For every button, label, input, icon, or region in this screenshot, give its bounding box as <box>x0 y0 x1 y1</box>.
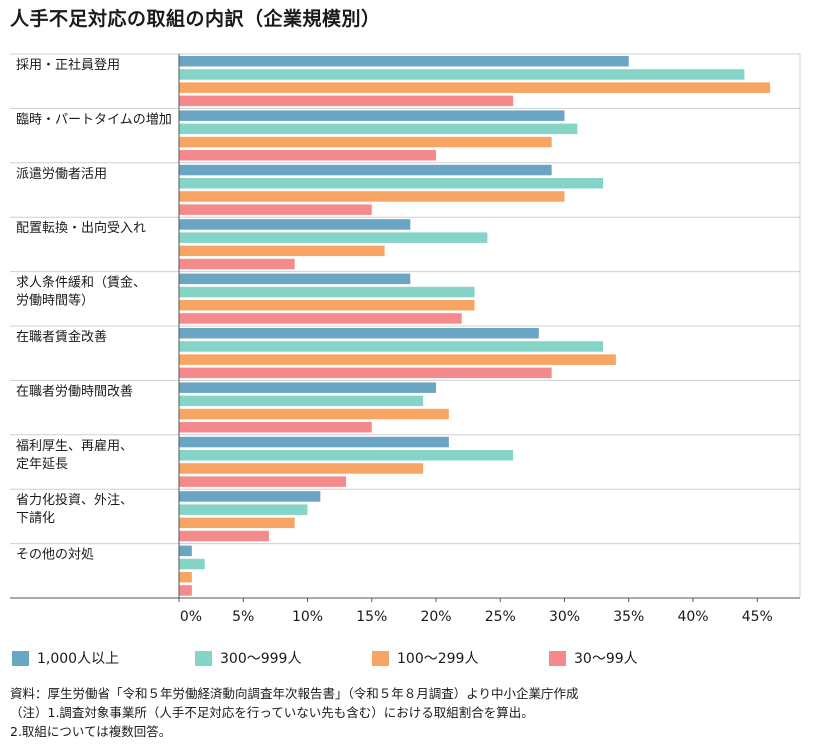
legend-swatch-30-99 <box>549 650 566 666</box>
bar-s2-c6 <box>179 341 604 352</box>
x-tick-layer: 0% 5% 10% 15% 20% 25% 30% 35% 40% 45% <box>178 598 773 625</box>
category-label: 採用・正社員登用 <box>16 57 120 73</box>
legend-item-30-99: 30～99人 <box>549 648 638 668</box>
category-label-line: 在職者賃金改善 <box>16 329 107 345</box>
bar-s3-c1 <box>179 82 771 93</box>
category-label-line: 福利厚生、再雇用、 <box>16 438 133 454</box>
legend-label-100-299: 100～299人 <box>397 651 479 667</box>
bar-s3-c2 <box>179 136 552 148</box>
category-label-line: 採用・正社員登用 <box>16 57 120 73</box>
legend: 1,000人以上 300～999人 100～299人 30～99人 <box>12 648 812 670</box>
bar-s1-c8 <box>179 436 449 448</box>
bar-s3-c9 <box>179 517 295 529</box>
bar-s4-c5 <box>179 313 462 324</box>
bar-s4-c8 <box>179 476 347 487</box>
bar-s3-c3 <box>179 191 565 202</box>
bar-s2-c8 <box>179 450 514 461</box>
bar-s1-c4 <box>179 219 411 230</box>
bar-s1-c2 <box>179 110 565 121</box>
x-tick-label: 15% <box>356 609 387 625</box>
bar-s4-c2 <box>179 150 436 161</box>
bar-s2-c10 <box>179 558 205 570</box>
bar-s4-c10 <box>179 585 192 596</box>
bar-chart: 採用・正社員登用臨時・パートタイムの増加派遣労働者活用配置転換・出向受入れ求人条… <box>10 53 801 625</box>
bar-s3-c6 <box>179 354 616 365</box>
legend-swatch-1000-plus <box>12 650 29 666</box>
note-line-2: 2.取組については複数回答。 <box>10 724 172 739</box>
bar-s3-c8 <box>179 463 424 474</box>
bar-s1-c1 <box>179 56 629 67</box>
bar-s4-c7 <box>179 422 372 433</box>
bar-s4-c9 <box>179 530 269 542</box>
axis-layer <box>10 54 800 599</box>
bar-s3-c10 <box>179 572 192 583</box>
x-tick-label: 35% <box>613 609 644 625</box>
x-tick-label: 25% <box>485 609 516 625</box>
bar-s3-c5 <box>179 300 475 311</box>
chart-title: 人手不足対応の取組の内訳（企業規模別） <box>10 8 381 30</box>
bar-s2-c9 <box>179 504 308 515</box>
legend-label-30-99: 30～99人 <box>574 651 638 667</box>
bar-s4-c3 <box>179 204 372 215</box>
legend-item-1000-plus: 1,000人以上 <box>12 648 119 668</box>
bar-layer <box>179 56 771 596</box>
category-label: 福利厚生、再雇用、定年延長 <box>16 438 133 472</box>
category-label-line: 求人条件緩和（賃金、 <box>16 275 146 291</box>
bar-s4-c1 <box>179 95 514 107</box>
category-label-line: その他の対処 <box>16 548 94 563</box>
legend-swatch-300-999 <box>195 650 212 666</box>
category-label-line: 配置転換・出向受入れ <box>16 220 146 236</box>
bar-s2-c1 <box>179 69 745 80</box>
category-label: その他の対処 <box>16 548 94 563</box>
legend-item-300-999: 300～999人 <box>195 648 301 668</box>
bar-s1-c3 <box>179 164 552 176</box>
bar-s3-c4 <box>179 245 385 257</box>
category-label: 配置転換・出向受入れ <box>16 220 146 236</box>
x-tick-label: 40% <box>677 609 708 625</box>
category-label-line: 下請化 <box>16 511 55 526</box>
category-label: 派遣労働者活用 <box>16 167 107 182</box>
bar-s1-c6 <box>179 328 539 339</box>
bar-s4-c6 <box>179 367 552 379</box>
x-tick-label: 0% <box>180 609 202 625</box>
category-label-layer: 採用・正社員登用臨時・パートタイムの増加派遣労働者活用配置転換・出向受入れ求人条… <box>16 57 172 563</box>
bar-s2-c7 <box>179 395 424 407</box>
legend-label-300-999: 300～999人 <box>220 651 302 667</box>
note-line-1: （注）1.調査対象事業所（人手不足対応を行っていない先も含む）における取組割合を… <box>10 705 534 720</box>
legend-swatch-100-299 <box>372 650 389 666</box>
bar-s4-c4 <box>179 258 295 270</box>
category-label-line: 定年延長 <box>16 457 68 472</box>
bar-s1-c10 <box>179 545 192 557</box>
x-tick-label: 45% <box>742 609 773 625</box>
category-label-line: 在職者労働時間改善 <box>16 383 133 399</box>
bar-s2-c5 <box>179 286 475 298</box>
category-label-line: 派遣労働者活用 <box>16 167 107 182</box>
x-tick-label: 10% <box>292 609 323 625</box>
category-label: 在職者労働時間改善 <box>16 383 133 399</box>
category-label: 臨時・パートタイムの増加 <box>16 112 172 127</box>
category-label-line: 労働時間等） <box>16 293 94 309</box>
x-tick-label: 20% <box>420 609 451 625</box>
bar-s2-c2 <box>179 123 578 135</box>
bar-s1-c5 <box>179 273 411 285</box>
x-tick-label: 5% <box>232 609 254 625</box>
category-label-line: 臨時・パートタイムの増加 <box>16 112 172 127</box>
x-tick-label: 30% <box>549 609 580 625</box>
legend-label-1000-plus: 1,000人以上 <box>37 651 120 667</box>
bar-s1-c7 <box>179 382 436 393</box>
bar-s2-c4 <box>179 232 488 243</box>
source-line: 資料：厚生労働省「令和５年労働経済動向調査年次報告書」（令和５年８月調査）より中… <box>10 686 579 701</box>
category-label: 省力化投資、外注、下請化 <box>16 492 133 526</box>
category-label: 在職者賃金改善 <box>16 329 107 345</box>
category-label-line: 省力化投資、外注、 <box>16 492 133 508</box>
bar-s3-c7 <box>179 408 449 420</box>
legend-item-100-299: 100～299人 <box>372 648 478 668</box>
source-notes: 資料：厚生労働省「令和５年労働経済動向調査年次報告書」（令和５年８月調査）より中… <box>10 684 579 741</box>
bar-s1-c9 <box>179 491 321 502</box>
bar-s2-c3 <box>179 178 604 189</box>
category-label: 求人条件緩和（賃金、労働時間等） <box>16 275 146 309</box>
grid-layer <box>10 53 801 598</box>
